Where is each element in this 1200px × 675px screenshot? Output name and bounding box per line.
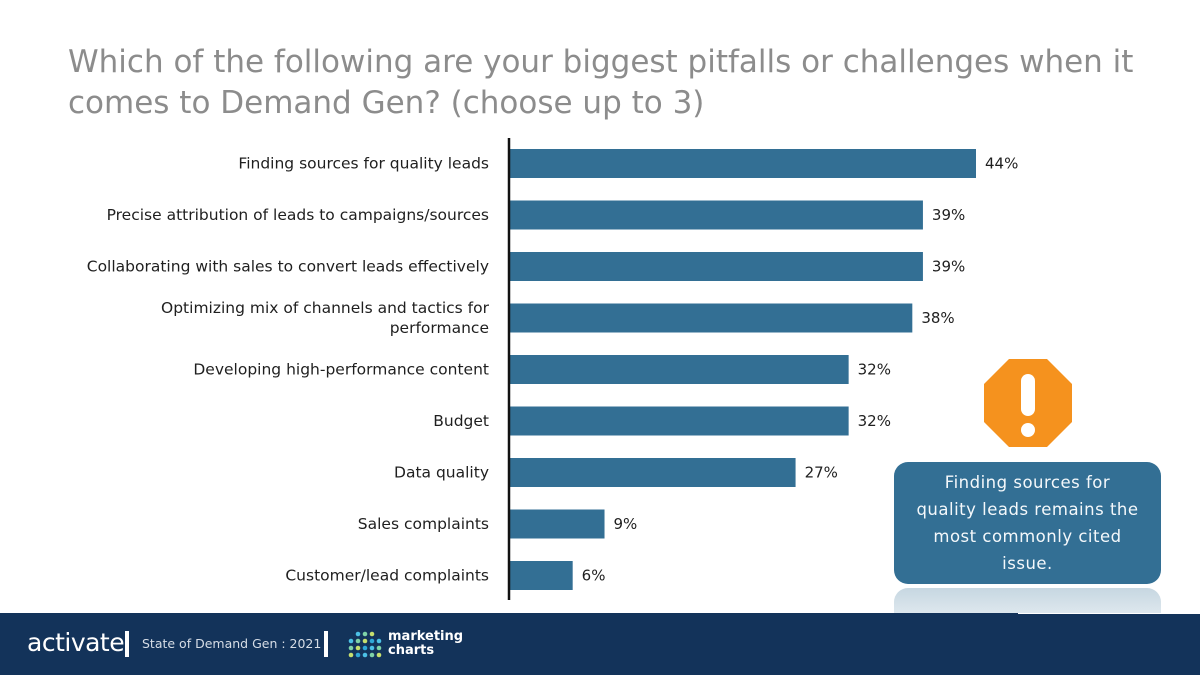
bar-chart: Finding sources for quality leads Precise… — [87, 138, 1019, 600]
category-label: Optimizing mix of channels and tactics f… — [161, 299, 490, 317]
exclamation-dot — [1021, 423, 1035, 437]
logo-dot — [376, 652, 382, 658]
logo-dot — [348, 645, 354, 651]
logo-dot — [355, 638, 361, 644]
bars-group — [509, 149, 976, 590]
bar — [509, 509, 605, 539]
value-labels-group: 44% 39% 39% 38% 32% 32% 27% 9% 6% — [582, 155, 1019, 585]
logo-dot — [355, 645, 361, 651]
category-label: Sales complaints — [358, 515, 489, 533]
logo-dot — [362, 638, 368, 644]
category-label: Budget — [433, 412, 489, 430]
logo-dot — [362, 652, 368, 658]
logo-dot — [348, 638, 354, 644]
chart-title: Which of the following are your biggest … — [68, 44, 1134, 121]
partner-logo-line: marketing — [388, 629, 464, 644]
logo-dot — [355, 631, 361, 637]
callout-text: Finding sources for quality leads remain… — [916, 473, 1139, 573]
value-label: 39% — [932, 206, 965, 224]
partner-logo-text: marketing charts — [388, 630, 463, 658]
footer-separator — [324, 631, 328, 657]
logo-dot — [369, 631, 375, 637]
value-label: 38% — [921, 309, 954, 327]
value-label: 6% — [582, 567, 606, 585]
value-label: 27% — [805, 464, 838, 482]
category-label: Finding sources for quality leads — [238, 155, 489, 173]
bar — [509, 561, 573, 590]
category-label: Collaborating with sales to convert lead… — [87, 258, 489, 276]
logo-dot — [376, 645, 382, 651]
category-labels-group: Finding sources for quality leads Precise… — [87, 155, 490, 585]
brand-logo-text: activate — [27, 628, 125, 657]
logo-dot — [369, 638, 375, 644]
partner-logo-line: charts — [388, 643, 435, 658]
bar — [509, 200, 923, 230]
logo-dot — [362, 645, 368, 651]
logo-dot — [376, 638, 382, 644]
bar — [509, 355, 849, 384]
category-label: performance — [390, 319, 489, 337]
exclamation-bar — [1021, 374, 1035, 416]
bar — [509, 458, 796, 487]
category-label: Data quality — [394, 464, 489, 482]
footer-bar — [0, 613, 1200, 675]
bar — [509, 406, 849, 436]
value-label: 44% — [985, 155, 1018, 173]
logo-dot — [355, 652, 361, 658]
category-label: Precise attribution of leads to campaign… — [107, 206, 489, 224]
bar — [509, 303, 913, 333]
logo-dot — [362, 631, 368, 637]
value-label: 32% — [858, 412, 891, 430]
footer-accent-line — [1018, 613, 1200, 614]
logo-dot — [369, 645, 375, 651]
logo-dot — [369, 652, 375, 658]
warning-octagon-icon — [984, 359, 1072, 447]
logo-dot — [348, 652, 354, 658]
value-label: 9% — [614, 515, 638, 533]
value-label: 32% — [858, 361, 891, 379]
category-label: Customer/lead complaints — [285, 567, 489, 585]
footer-separator — [125, 631, 129, 657]
callout-box: Finding sources for quality leads remain… — [894, 462, 1161, 584]
value-label: 39% — [932, 258, 965, 276]
report-name: State of Demand Gen : 2021 — [142, 636, 322, 651]
marketing-charts-logo-icon — [348, 631, 382, 658]
bar — [509, 149, 976, 178]
category-label: Developing high-performance content — [193, 361, 489, 379]
bar — [509, 252, 923, 281]
